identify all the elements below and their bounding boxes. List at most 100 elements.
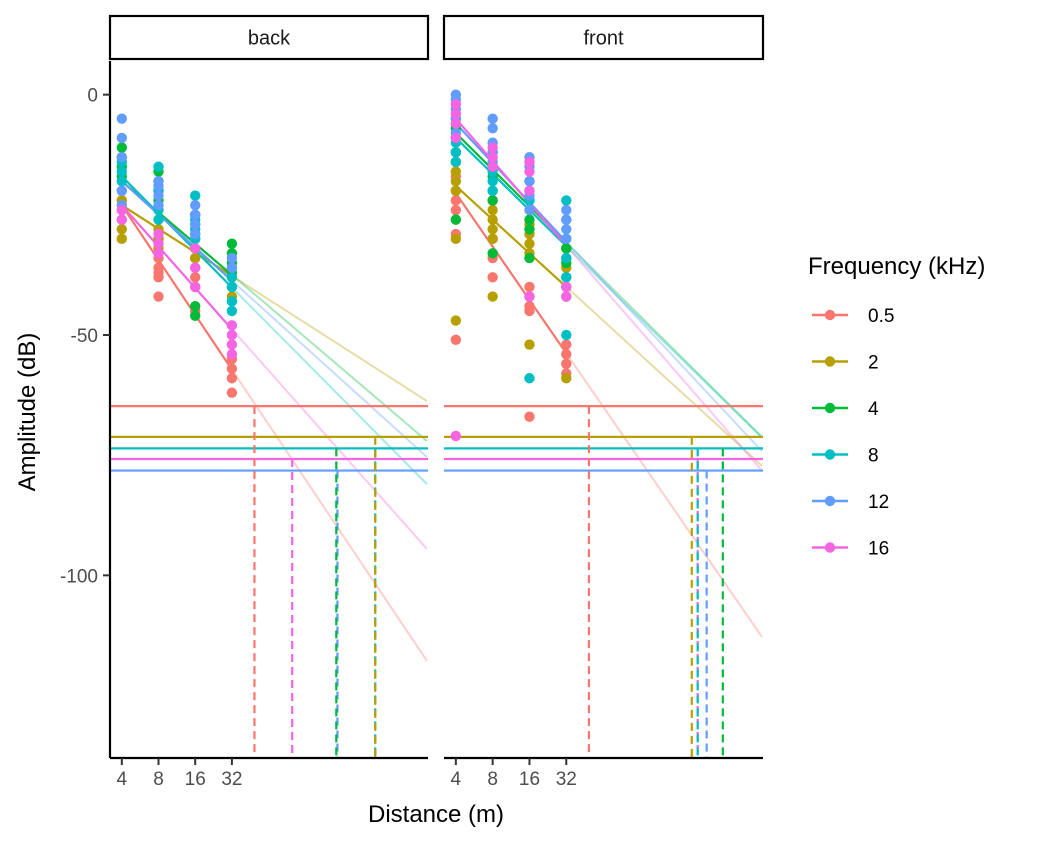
data-point-2 [524, 238, 535, 249]
data-point-12 [190, 219, 201, 230]
data-point-0.5 [561, 339, 572, 350]
legend-key-point [824, 402, 836, 414]
data-point-0.5 [226, 363, 238, 374]
data-point-4 [190, 300, 201, 312]
data-point-16 [450, 430, 462, 442]
data-point-0.5 [450, 334, 462, 345]
fit-extrapolation-12 [231, 279, 428, 458]
data-point-2 [450, 185, 462, 196]
x-tick-label: 16 [185, 769, 206, 790]
data-point-4 [524, 214, 535, 225]
data-point-16 [561, 291, 572, 302]
data-point-2 [487, 204, 498, 216]
data-point-2 [116, 224, 128, 235]
data-point-8 [561, 195, 572, 206]
data-point-12 [487, 113, 498, 124]
x-tick-label: 32 [556, 769, 577, 790]
data-point-8 [450, 156, 462, 168]
panel-front: front 4 8 16 32 [442, 14, 765, 790]
legend-entry-4: 4 [812, 399, 879, 420]
data-point-16 [487, 161, 498, 172]
data-point-12 [116, 113, 128, 124]
data-point-16 [226, 339, 238, 350]
fit-extrapolation-16 [565, 244, 763, 472]
data-point-8 [153, 161, 164, 172]
data-point-2 [190, 252, 201, 264]
data-point-8 [226, 296, 238, 307]
data-point-0.5 [153, 272, 164, 283]
data-point-0.5 [450, 204, 462, 216]
data-point-4 [487, 248, 498, 259]
data-point-4 [524, 224, 535, 235]
chart-panels: back 0 -50 -100 4 8 16 32 front 4 8 16 32 [60, 14, 765, 790]
data-point-12 [190, 200, 201, 211]
data-point-16 [226, 329, 238, 341]
data-point-12 [561, 224, 572, 235]
data-point-0.5 [524, 411, 535, 422]
data-point-12 [153, 190, 164, 201]
data-point-8 [450, 147, 462, 158]
data-point-8 [524, 373, 535, 384]
data-point-0.5 [153, 291, 164, 302]
data-point-12 [561, 214, 572, 225]
data-point-0.5 [524, 281, 535, 293]
data-point-2 [450, 233, 462, 245]
data-point-12 [190, 228, 201, 240]
data-point-8 [487, 185, 498, 196]
data-point-0.5 [487, 272, 498, 283]
fit-line-16 [455, 117, 568, 247]
data-point-4 [524, 252, 535, 264]
x-tick-label: 32 [221, 769, 242, 790]
data-point-16 [153, 248, 164, 259]
data-point-16 [487, 142, 498, 153]
legend-label: 4 [868, 399, 879, 420]
data-point-2 [487, 224, 498, 235]
facet-label-front: front [583, 28, 623, 50]
data-point-8 [561, 252, 572, 264]
y-tick-label: 0 [87, 86, 98, 107]
fit-extrapolation-0.5 [565, 352, 763, 638]
data-point-12 [561, 233, 572, 245]
fit-extrapolation-4 [231, 274, 428, 442]
legend-entry-12: 12 [812, 492, 889, 513]
legend-label: 0.5 [868, 306, 894, 327]
legend-title: Frequency (kHz) [808, 253, 985, 280]
legend-key-point [824, 309, 836, 321]
data-point-16 [450, 99, 462, 110]
data-point-12 [116, 151, 128, 163]
data-point-16 [116, 204, 128, 216]
data-point-16 [487, 151, 498, 163]
fit-extrapolation-0.5 [231, 369, 428, 662]
data-point-2 [487, 291, 498, 302]
fit-extrapolation-8 [565, 245, 763, 439]
data-point-16 [561, 281, 572, 293]
facet-label-back: back [248, 28, 291, 50]
fit-extrapolation-12 [565, 241, 763, 452]
data-point-16 [153, 238, 164, 249]
data-point-16 [190, 281, 201, 293]
y-axis-title: Amplitude (dB) [14, 333, 41, 492]
legend-entry-0.5: 0.5 [812, 306, 894, 327]
x-tick-label: 8 [487, 769, 498, 790]
data-point-16 [450, 108, 462, 120]
y-tick-label: -100 [60, 566, 98, 587]
data-point-2 [487, 214, 498, 225]
data-point-0.5 [190, 272, 201, 283]
data-point-12 [524, 175, 535, 187]
fit-extrapolation-16 [231, 328, 428, 550]
data-point-2 [450, 166, 462, 177]
data-point-4 [190, 310, 201, 321]
x-tick-label: 4 [117, 769, 128, 790]
data-point-16 [190, 262, 201, 273]
data-point-2 [450, 175, 462, 187]
data-point-2 [450, 315, 462, 326]
legend-label: 16 [868, 539, 889, 560]
data-point-0.5 [226, 387, 238, 398]
data-point-8 [561, 272, 572, 283]
legend-key-point [824, 449, 836, 460]
fit-extrapolation-2 [565, 286, 763, 467]
data-point-16 [190, 243, 201, 254]
x-axis-title: Distance (m) [368, 801, 504, 828]
data-point-4 [450, 214, 462, 225]
